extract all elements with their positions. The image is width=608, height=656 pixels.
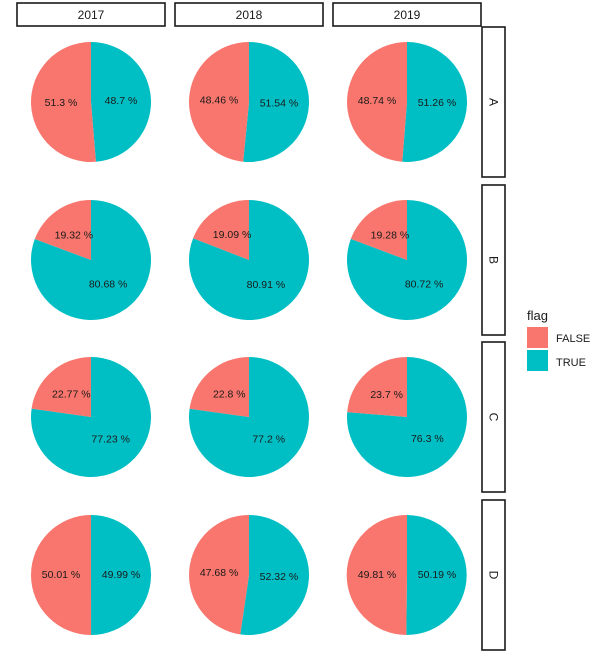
slice-label-true: 48.7 %: [105, 95, 138, 107]
slice-label-true: 52.32 %: [260, 571, 299, 583]
column-strip-box: [16, 2, 166, 27]
slice-label-false: 19.32 %: [55, 229, 94, 241]
pie-slice-false: [31, 357, 91, 417]
slice-label-false: 49.81 %: [358, 569, 397, 581]
row-strip-label: D: [487, 571, 501, 580]
row-strip-box: [481, 341, 506, 493]
slice-label-true: 80.91 %: [247, 279, 286, 291]
row-strip-label: C: [487, 413, 501, 422]
slice-label-true: 76.3 %: [411, 433, 444, 445]
pie-slice-true: [91, 42, 152, 162]
pie-panel-b-2019: 80.72 % 19.28 %: [346, 199, 467, 320]
legend-title: flag: [527, 308, 548, 323]
pie-slice-false: [346, 514, 407, 635]
pie-panel-b-2018: 80.91 % 19.09 %: [189, 200, 310, 321]
pie-slice-true: [346, 357, 467, 478]
pie-slice-true: [243, 42, 309, 162]
row-strip-label: A: [487, 98, 501, 106]
pie-panel-d-2018: 52.32 % 47.68 %: [189, 515, 310, 635]
column-strip-box: [174, 2, 324, 27]
slice-label-true: 80.72 %: [405, 279, 444, 291]
column-strip-label: 2017: [78, 8, 105, 22]
pie-panel-c-2019: 76.3 % 23.7 %: [346, 357, 467, 478]
slice-label-true: 51.54 %: [260, 97, 299, 109]
row-strip-b: B: [481, 184, 506, 336]
row-strip-label: B: [487, 256, 501, 264]
legend: flag FALSE TRUE: [527, 308, 590, 371]
pie-slice-false: [347, 357, 407, 417]
legend-label-false: FALSE: [556, 333, 590, 345]
column-strip-label: 2018: [236, 8, 263, 22]
pie-panel-a-2018: 51.54 % 48.46 %: [188, 42, 309, 162]
pie-slice-false: [350, 199, 407, 260]
pie-slice-true: [406, 515, 467, 636]
legend-label-true: TRUE: [556, 357, 586, 369]
slice-label-false: 23.7 %: [370, 389, 403, 401]
column-strip-2018: 2018: [174, 2, 324, 27]
pie-panel-c-2017: 77.23 % 22.77 %: [31, 357, 152, 477]
slice-label-false: 47.68 %: [200, 567, 239, 579]
pie-slice-true: [402, 41, 468, 162]
pie-slice-false: [189, 357, 249, 417]
pie-slice-true: [189, 200, 310, 321]
pie-panels: 48.7 % 51.3 % 51.54 % 48.46 % 51.26 % 48.74 %…: [30, 41, 468, 636]
slice-label-true: 77.23 %: [91, 434, 130, 446]
row-strips: A B C D: [481, 26, 506, 651]
pie-panel-b-2017: 80.68 % 19.32 %: [30, 200, 151, 320]
slice-label-false: 22.8 %: [213, 388, 246, 400]
legend-key-false: [527, 327, 548, 348]
slice-label-false: 51.3 %: [45, 97, 78, 109]
pie-slice-true: [30, 200, 151, 320]
slice-label-false: 19.28 %: [371, 229, 410, 241]
column-strips: 2017 2018 2019: [16, 2, 482, 27]
row-strip-box: [481, 499, 506, 651]
row-strip-c: C: [481, 341, 506, 493]
slice-label-false: 50.01 %: [42, 569, 81, 581]
column-strip-2019: 2019: [332, 2, 482, 27]
pie-slice-false: [188, 42, 249, 162]
slice-label-false: 48.74 %: [358, 95, 397, 107]
pie-panel-d-2017: 49.99 % 50.01 %: [31, 515, 152, 635]
column-strip-2017: 2017: [16, 2, 166, 27]
pie-slice-false: [193, 200, 249, 260]
legend-key-true: [527, 350, 548, 371]
slice-label-true: 49.99 %: [102, 569, 141, 581]
row-strip-box: [481, 184, 506, 336]
slice-label-true: 77.2 %: [252, 434, 285, 446]
slice-label-true: 80.68 %: [89, 279, 128, 291]
pie-panel-c-2018: 77.2 % 22.8 %: [188, 357, 309, 477]
pie-slice-false: [34, 200, 91, 260]
slice-label-true: 50.19 %: [418, 569, 457, 581]
pie-slice-true: [240, 515, 310, 635]
slice-label-true: 51.26 %: [418, 97, 457, 109]
slice-label-false: 48.46 %: [200, 95, 239, 107]
pie-slice-true: [31, 357, 152, 477]
slice-label-false: 19.09 %: [213, 229, 252, 241]
pie-slice-true: [346, 200, 467, 320]
pie-slice-false: [347, 42, 407, 162]
pie-panel-a-2019: 51.26 % 48.74 %: [347, 41, 468, 162]
row-strip-a: A: [481, 26, 506, 178]
pie-panel-a-2017: 48.7 % 51.3 %: [31, 42, 152, 162]
column-strip-label: 2019: [394, 8, 421, 22]
pie-slice-false: [31, 515, 92, 635]
column-strip-box: [332, 2, 482, 27]
row-strip-d: D: [481, 499, 506, 651]
pie-slice-false: [31, 42, 96, 162]
pie-slice-true: [91, 515, 152, 635]
slice-label-false: 22.77 %: [52, 388, 91, 400]
row-strip-box: [481, 26, 506, 178]
pie-panel-d-2019: 50.19 % 49.81 %: [346, 514, 467, 636]
pie-slice-false: [189, 515, 249, 635]
pie-slice-true: [188, 357, 309, 477]
